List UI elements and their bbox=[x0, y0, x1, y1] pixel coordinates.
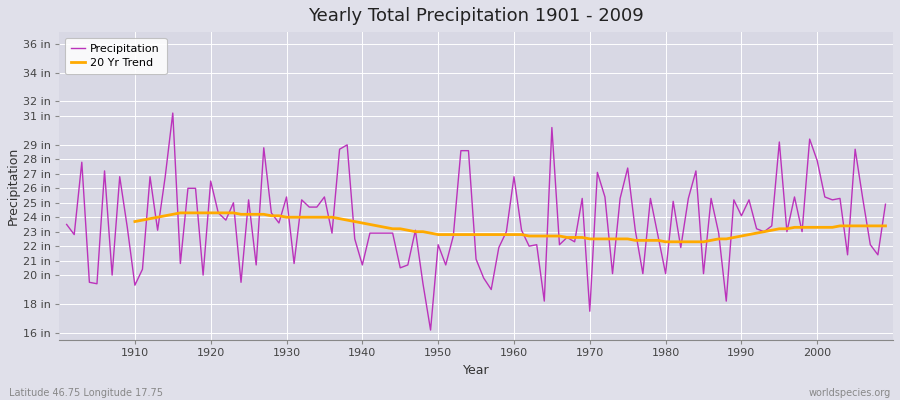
Precipitation bbox=[880, 202, 891, 206]
20 Yr Trend bbox=[880, 224, 891, 228]
20 Yr Trend bbox=[311, 215, 322, 220]
Precipitation bbox=[342, 142, 353, 147]
Precipitation bbox=[167, 111, 178, 116]
20 Yr Trend bbox=[834, 224, 845, 228]
Precipitation bbox=[296, 198, 307, 202]
Y-axis label: Precipitation: Precipitation bbox=[7, 147, 20, 225]
20 Yr Trend bbox=[661, 240, 671, 244]
Line: 20 Yr Trend: 20 Yr Trend bbox=[135, 213, 886, 242]
20 Yr Trend bbox=[584, 236, 595, 241]
20 Yr Trend bbox=[524, 234, 535, 238]
Text: worldspecies.org: worldspecies.org bbox=[809, 388, 891, 398]
20 Yr Trend bbox=[858, 224, 868, 228]
Legend: Precipitation, 20 Yr Trend: Precipitation, 20 Yr Trend bbox=[65, 38, 166, 74]
20 Yr Trend bbox=[175, 210, 185, 215]
Line: Precipitation: Precipitation bbox=[67, 113, 886, 330]
Precipitation bbox=[61, 222, 72, 227]
Title: Yearly Total Precipitation 1901 - 2009: Yearly Total Precipitation 1901 - 2009 bbox=[308, 7, 644, 25]
Precipitation bbox=[425, 328, 436, 332]
Precipitation bbox=[615, 196, 626, 201]
Precipitation bbox=[516, 228, 526, 233]
Precipitation bbox=[122, 225, 132, 230]
20 Yr Trend bbox=[130, 219, 140, 224]
20 Yr Trend bbox=[281, 215, 292, 220]
Precipitation bbox=[524, 244, 535, 248]
X-axis label: Year: Year bbox=[463, 364, 490, 377]
Text: Latitude 46.75 Longitude 17.75: Latitude 46.75 Longitude 17.75 bbox=[9, 388, 163, 398]
